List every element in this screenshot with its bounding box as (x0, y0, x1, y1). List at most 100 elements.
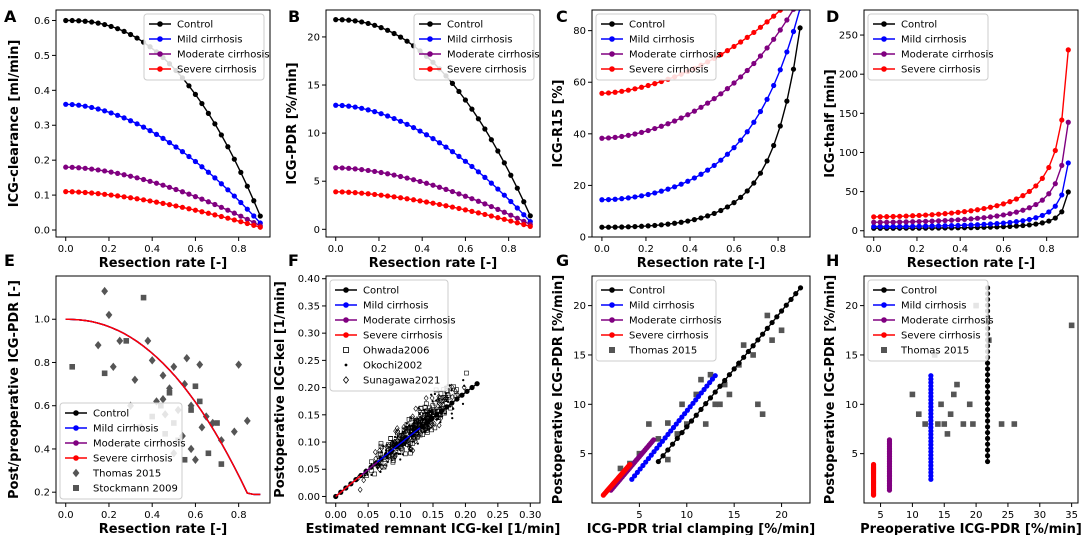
series-point (153, 131, 160, 138)
series-point (771, 36, 777, 42)
series-point (764, 158, 770, 164)
series-point (652, 125, 658, 132)
series-point (890, 223, 896, 230)
panel-letter: F (288, 251, 299, 270)
series-point (424, 420, 430, 426)
series-point (961, 222, 968, 228)
y-tick-label: 0.25 (298, 356, 320, 367)
legend-label: Thomas 2015 (92, 469, 161, 480)
series-point (1052, 203, 1058, 209)
series-point (365, 167, 371, 174)
series-point (698, 215, 704, 221)
thomas-2015-point (698, 376, 704, 383)
series-point (462, 207, 469, 213)
series-point (108, 110, 114, 116)
sunagawa-point (407, 425, 413, 432)
x-tick-label: 0.0 (866, 244, 882, 255)
legend-label: Ohwada2006 (363, 346, 429, 357)
series-point (731, 145, 737, 151)
series-point (612, 196, 618, 202)
series-point (658, 123, 664, 129)
series-point (475, 210, 481, 216)
series-point (346, 165, 352, 171)
panel-letter: E (4, 251, 15, 270)
series-point (488, 180, 494, 186)
series-point (439, 408, 445, 414)
thomas-2015-point (105, 310, 113, 320)
series-point (942, 223, 948, 229)
series-point (923, 212, 929, 218)
series-point (724, 151, 731, 157)
x-axis-label: Resection rate [-] (99, 256, 228, 271)
series-point (231, 156, 237, 162)
series-point (244, 206, 250, 212)
series-point (160, 200, 166, 206)
series-point (365, 107, 371, 113)
x-axis-label: Resection rate [-] (907, 256, 1036, 271)
series-point (669, 441, 676, 447)
okochi-point (431, 400, 434, 403)
x-tick-label: 0.15 (422, 510, 444, 521)
series-point (173, 203, 179, 209)
ohwada-point (403, 451, 408, 457)
series-point (251, 198, 257, 204)
series-point (410, 197, 417, 203)
x-tick-label: 15 (938, 510, 951, 521)
series-point (777, 67, 783, 73)
ohwada-point (405, 442, 411, 447)
series-point (404, 121, 410, 127)
ohwada-point (397, 433, 402, 439)
series-point (192, 207, 199, 213)
series-point (212, 121, 218, 127)
series-point (657, 442, 663, 448)
series-point (488, 203, 494, 210)
series-point (884, 214, 890, 220)
series-point (682, 411, 688, 417)
series-point (102, 108, 108, 114)
series-point (784, 1, 789, 6)
series-point (685, 112, 691, 118)
series-point (352, 104, 358, 110)
series-point (95, 106, 101, 112)
okochi-point (416, 442, 419, 445)
panel-letter: D (826, 7, 839, 26)
series-point (527, 223, 533, 230)
series-point (788, 296, 794, 303)
series-point (948, 217, 955, 223)
okochi-point (370, 473, 373, 476)
legend-marker (72, 468, 80, 478)
x-tick-label: 0.0 (58, 244, 74, 255)
x-tick-label: 5 (636, 510, 642, 521)
series-point (955, 217, 961, 223)
series-point (1013, 223, 1019, 229)
legend-label: Thomas 2015 (900, 346, 969, 357)
ohwada-point (438, 395, 443, 401)
series-point (751, 180, 757, 186)
series-point (1013, 219, 1019, 225)
legend-marker (609, 36, 615, 42)
series-point (961, 216, 968, 222)
stockmann-2009-point (166, 389, 173, 396)
series-point (755, 337, 761, 343)
ohwada-point (432, 400, 438, 406)
legend-marker (609, 21, 615, 27)
series-point (140, 176, 147, 183)
series-point (257, 213, 263, 219)
thomas-2015-point (712, 401, 719, 408)
y-tick-label: 0 (852, 226, 858, 237)
series-point (186, 83, 192, 89)
series-point (121, 28, 127, 34)
sunagawa-point (372, 448, 378, 456)
stockmann-2009-point (192, 383, 199, 390)
ohwada-point (390, 459, 396, 465)
series-point (521, 212, 527, 218)
series-point (984, 366, 991, 372)
legend-marker (881, 36, 887, 42)
series-point (929, 223, 935, 229)
series-point (352, 18, 358, 24)
panel-c: C 0.0 0.2 0.4 0.6 0.8 0 20 40 60 80 Resection rate … (551, 1, 811, 271)
series-point (693, 412, 699, 418)
sunagawa-point (379, 445, 385, 452)
x-tick-label: 20 (970, 510, 983, 521)
series-point (764, 19, 770, 25)
